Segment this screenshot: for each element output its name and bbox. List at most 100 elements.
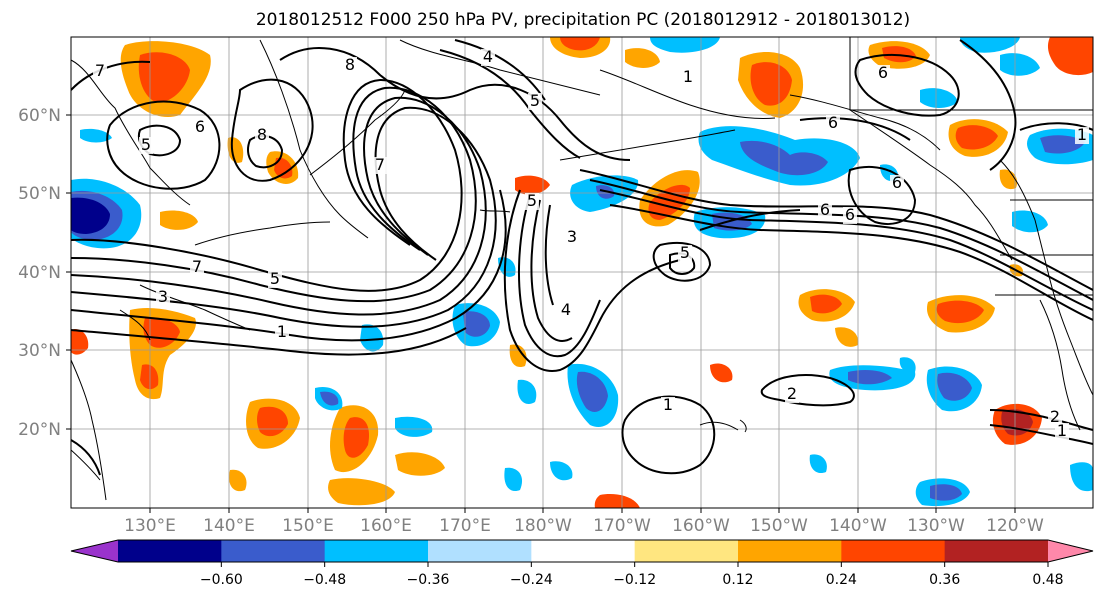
- graticule: [71, 37, 1093, 508]
- negative-precip-region: [650, 37, 720, 53]
- contour-label-background: [559, 302, 573, 319]
- positive-precip-region: [710, 363, 733, 383]
- contour-label: 8: [257, 125, 267, 144]
- contour-label: 5: [680, 243, 690, 262]
- contour-label: 7: [375, 155, 385, 174]
- contour-label: 2: [1050, 407, 1060, 426]
- negative-precip-region: [80, 128, 112, 143]
- contour-label-background: [481, 49, 495, 66]
- colorbar-segment: [841, 540, 946, 562]
- contour-label-background: [661, 397, 675, 414]
- contour-label: 1: [663, 395, 673, 414]
- lon-tick-label: 170°E: [439, 516, 491, 536]
- colorbar-extend-low: [71, 540, 118, 562]
- negative-precip-core: [930, 484, 962, 501]
- colorbar-tick-label: −0.12: [613, 572, 656, 588]
- contour-label-background: [525, 193, 539, 210]
- contour-label-background: [1075, 127, 1089, 144]
- colorbar-segment: [738, 540, 842, 562]
- contour-label-background: [190, 259, 204, 276]
- contour-label: 5: [530, 91, 540, 110]
- negative-precip-region: [960, 37, 1020, 53]
- colorbar-extend-high: [1048, 540, 1093, 562]
- positive-precip-region: [328, 478, 395, 506]
- lon-tick-label: 130°W: [907, 516, 965, 536]
- contour-label: 6: [195, 117, 205, 136]
- longitude-axis: 130°E 140°E 150°E 160°E 170°E 180°W 170°W 160°W…: [124, 508, 1044, 536]
- contour-label-background: [193, 119, 207, 136]
- contour-label: 2: [787, 384, 797, 403]
- positive-precip-core: [810, 294, 842, 314]
- colorbar-tick-label: 0.36: [929, 572, 960, 588]
- negative-precip-region: [504, 467, 523, 492]
- lat-tick-label: 20°N: [18, 420, 61, 440]
- contour-label: 5: [270, 269, 280, 288]
- positive-precip-region: [625, 48, 660, 68]
- positive-precip-core: [750, 62, 792, 106]
- lon-tick-label: 160°W: [672, 516, 730, 536]
- lon-tick-label: 120°W: [986, 516, 1044, 536]
- contour-label-background: [818, 202, 832, 219]
- contour-label-background: [528, 93, 542, 110]
- contour-label: 4: [561, 300, 571, 319]
- coastlines: [71, 37, 1093, 501]
- lon-tick-label: 150°W: [750, 516, 808, 536]
- contour-label-background: [343, 57, 357, 74]
- positive-precip-core: [648, 184, 690, 220]
- positive-precip-region: [229, 469, 247, 492]
- contour-label-background: [876, 65, 890, 82]
- positive-precip-region: [1047, 37, 1093, 76]
- positive-precip-region: [71, 329, 89, 355]
- colorbar-tick-label: 0.12: [722, 572, 753, 588]
- lon-tick-label: 150°E: [282, 516, 334, 536]
- contour-label-background: [785, 386, 799, 403]
- contour-label-background: [678, 245, 692, 262]
- colorbar-segment: [118, 540, 222, 562]
- contour-label: 6: [878, 63, 888, 82]
- negative-precip-core: [740, 140, 828, 176]
- colorbar: −0.60 −0.48 −0.36 −0.24 −0.12 0.12 0.24 0.36 0.4…: [70, 539, 1094, 588]
- contour-label: 7: [95, 61, 105, 80]
- positive-precip-region: [515, 175, 550, 195]
- colorbar-tick-label: −0.48: [303, 572, 346, 588]
- contour-label-background: [890, 175, 904, 192]
- colorbar-segment: [634, 540, 739, 562]
- contour-label-background: [826, 115, 840, 132]
- colorbar-tick-label: −0.36: [407, 572, 450, 588]
- colorbar-segment: [944, 540, 1049, 562]
- contour-label-background: [156, 289, 170, 306]
- contour-label-background: [275, 324, 289, 341]
- positive-precip-core: [936, 300, 984, 324]
- colorbar-segment: [531, 540, 636, 562]
- negative-precip-core: [1040, 135, 1085, 154]
- contour-label: 6: [820, 200, 830, 219]
- contour-label: 3: [567, 227, 577, 246]
- pv-contours: [71, 39, 1093, 476]
- contour-label-background: [843, 207, 857, 224]
- figure-title: 2018012512 F000 250 hPa PV, precipitatio…: [256, 10, 910, 30]
- contour-label: 6: [828, 113, 838, 132]
- contour-label-background: [1055, 423, 1069, 440]
- contour-label: 1: [1077, 125, 1087, 144]
- positive-precip-region: [395, 452, 445, 476]
- negative-precip-region: [809, 454, 827, 474]
- contour-label-background: [93, 63, 107, 80]
- positive-precip-core: [955, 125, 998, 150]
- positive-precip-region: [160, 210, 198, 230]
- contour-label: 1: [1057, 421, 1067, 440]
- contour-label: 6: [892, 173, 902, 192]
- contour-label-background: [139, 137, 153, 154]
- contour-label: 5: [141, 135, 151, 154]
- latitude-axis: 60°N 50°N 40°N 30°N 20°N: [18, 106, 71, 440]
- negative-precip-core: [848, 370, 892, 385]
- colorbar-tick-label: 0.24: [826, 572, 857, 588]
- negative-precip-region: [395, 416, 433, 437]
- negative-precip-region: [1012, 210, 1048, 233]
- colorbar-outline: [70, 539, 1094, 563]
- lon-tick-label: 160°E: [360, 516, 412, 536]
- positive-precip-core: [140, 364, 159, 390]
- lat-tick-label: 30°N: [18, 341, 61, 361]
- negative-precip-region: [360, 324, 384, 352]
- lat-tick-label: 60°N: [18, 106, 61, 126]
- contour-label-background: [255, 127, 269, 144]
